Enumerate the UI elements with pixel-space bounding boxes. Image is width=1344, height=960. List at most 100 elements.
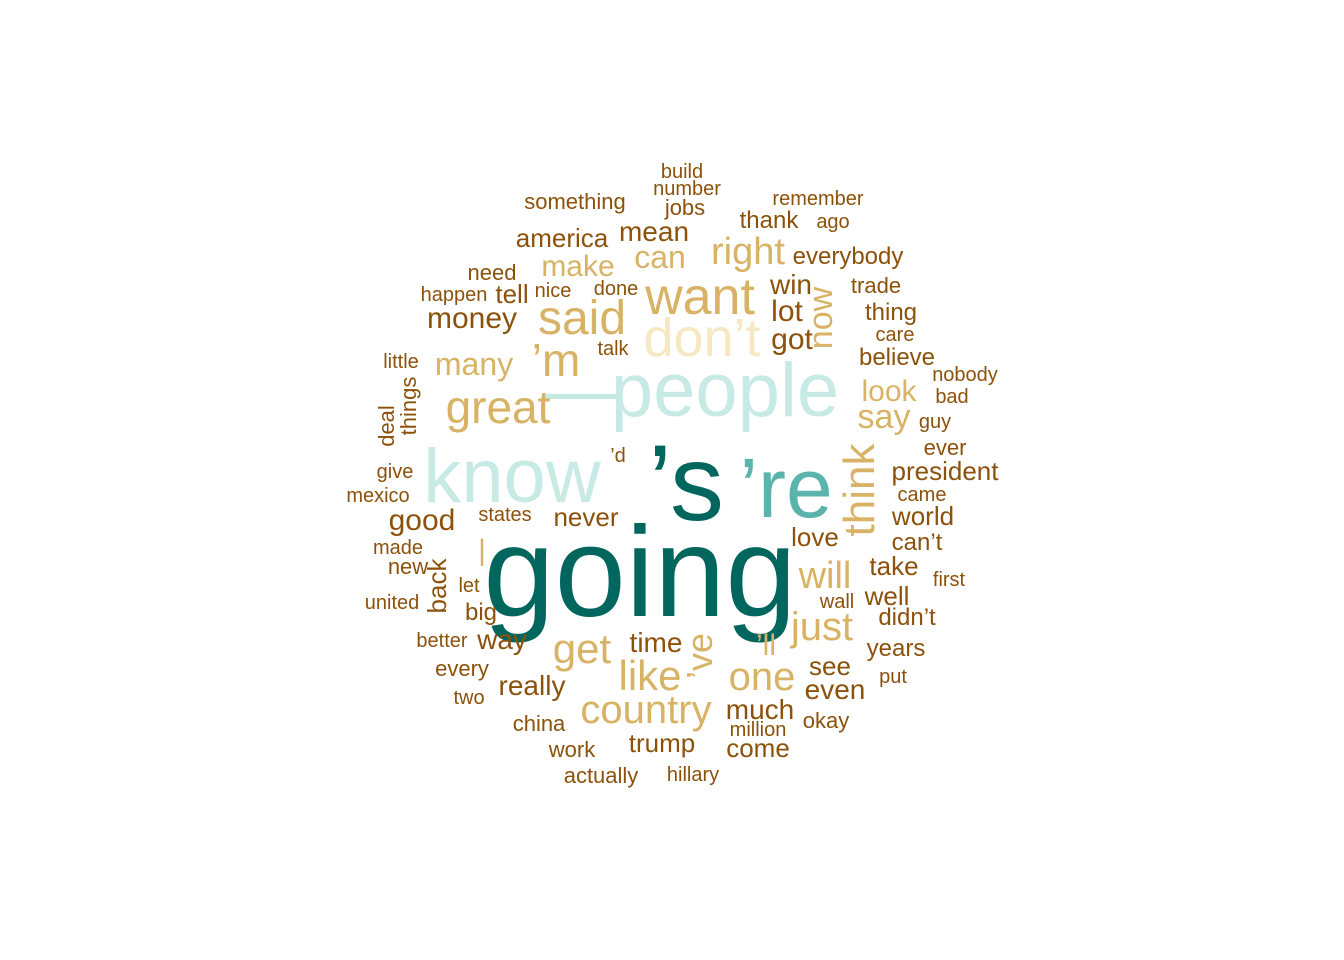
- word-give-93: give: [377, 461, 414, 483]
- word-talk-91: talk: [597, 338, 629, 360]
- word-never-35: never: [553, 502, 618, 532]
- word-win-33: win: [769, 269, 812, 300]
- word-states-67: states: [478, 504, 531, 526]
- word-country-15: country: [580, 688, 711, 732]
- word-years-58: years: [867, 635, 926, 662]
- word-things-63: things: [396, 377, 421, 436]
- word-need-53: need: [468, 260, 517, 285]
- word-dont-6: don’t: [643, 308, 760, 368]
- word-come-41: come: [726, 733, 790, 763]
- word-china-71: china: [513, 711, 566, 736]
- word-america-30: america: [516, 223, 609, 253]
- word-can-23: can: [634, 239, 686, 275]
- word-symbol-26: |: [478, 534, 486, 567]
- word-much-39: much: [726, 694, 794, 725]
- word-even-42: even: [805, 674, 866, 705]
- word-symbol-5: —: [542, 348, 618, 433]
- word-let-97: let: [458, 575, 480, 597]
- word-ever-64: ever: [924, 435, 967, 460]
- word-people-3: people: [611, 348, 839, 433]
- word-hillary-74: hillary: [667, 764, 719, 786]
- word-better-69: better: [416, 630, 467, 652]
- word-one-14: one: [729, 655, 796, 699]
- word-d-99: ’d: [610, 445, 626, 467]
- word-wall-79: wall: [819, 591, 854, 613]
- word-thing-57: thing: [865, 299, 917, 326]
- word-nice-89: nice: [535, 280, 572, 302]
- word-made-95: made: [373, 537, 423, 559]
- word-ago-86: ago: [816, 211, 849, 233]
- word-didnt-59: didn’t: [878, 604, 936, 631]
- word-number-88: number: [653, 178, 721, 200]
- word-see-43: see: [809, 651, 851, 681]
- word-back-51: back: [422, 558, 452, 614]
- word-really-36: really: [499, 670, 566, 701]
- word-way-37: way: [476, 624, 527, 655]
- word-s-1: ’s: [648, 422, 724, 543]
- word-put-77: put: [879, 666, 907, 688]
- word-nobody-83: nobody: [932, 364, 998, 386]
- word-remember-85: remember: [772, 188, 863, 210]
- word-m-10: ’m: [532, 334, 581, 386]
- word-work-72: work: [548, 737, 596, 762]
- word-just-16: just: [790, 605, 853, 649]
- word-cant-60: can’t: [892, 529, 943, 556]
- word-world-48: world: [891, 501, 954, 531]
- word-want-7: want: [644, 268, 755, 326]
- word-going-0: going: [483, 501, 796, 644]
- word-re-2: ’re: [739, 441, 832, 535]
- word-great-9: great: [446, 381, 551, 433]
- word-little-92: little: [383, 351, 419, 373]
- word-said-8: said: [538, 292, 626, 345]
- word-good-34: good: [389, 504, 456, 537]
- word-something-54: something: [524, 189, 626, 214]
- word-jobs-55: jobs: [664, 195, 705, 220]
- word-believe-49: believe: [859, 344, 935, 371]
- word-deal-62: deal: [374, 405, 399, 447]
- word-love-44: love: [791, 522, 839, 552]
- word-ve-19: ’ve: [679, 633, 720, 679]
- word-done-90: done: [594, 278, 639, 300]
- word-actually-73: actually: [564, 763, 639, 788]
- word-two-98: two: [453, 687, 484, 709]
- word-mexico-94: mexico: [346, 485, 409, 507]
- word-mean-29: mean: [619, 216, 689, 247]
- word-okay-76: okay: [803, 708, 849, 733]
- word-got-31: got: [771, 323, 813, 356]
- word-care-84: care: [876, 324, 915, 346]
- word-take-45: take: [869, 551, 918, 581]
- word-think-11: think: [835, 443, 884, 537]
- word-lot-32: lot: [771, 295, 803, 328]
- word-million-75: million: [730, 719, 787, 741]
- word-get-12: get: [553, 625, 612, 672]
- word-united-96: united: [365, 592, 420, 614]
- word-now-21: now: [802, 286, 840, 349]
- word-look-25: look: [861, 375, 917, 408]
- word-money-28: money: [427, 302, 517, 335]
- word-ll-27: ’ll: [756, 629, 776, 662]
- word-everybody-50: everybody: [793, 243, 904, 270]
- word-bad-82: bad: [935, 386, 968, 408]
- word-came-80: came: [898, 484, 947, 506]
- word-trump-40: trump: [629, 728, 695, 758]
- word-first-78: first: [933, 569, 966, 591]
- word-make-24: make: [541, 250, 614, 283]
- word-every-70: every: [435, 656, 489, 681]
- word-time-38: time: [630, 627, 683, 658]
- word-many-22: many: [435, 346, 513, 382]
- word-know-4: know: [423, 434, 602, 519]
- word-happen-66: happen: [421, 284, 488, 306]
- word-like-13: like: [618, 652, 681, 699]
- word-build-87: build: [661, 161, 703, 183]
- word-will-17: will: [798, 555, 852, 597]
- word-right-18: right: [711, 231, 785, 273]
- word-say-20: say: [858, 398, 911, 436]
- word-big-61: big: [465, 599, 497, 626]
- word-thank-56: thank: [740, 207, 800, 234]
- word-guy-81: guy: [919, 411, 951, 433]
- word-well-46: well: [864, 581, 910, 611]
- word-president-47: president: [892, 456, 1000, 486]
- word-new-68: new: [388, 554, 428, 579]
- word-tell-52: tell: [495, 279, 528, 309]
